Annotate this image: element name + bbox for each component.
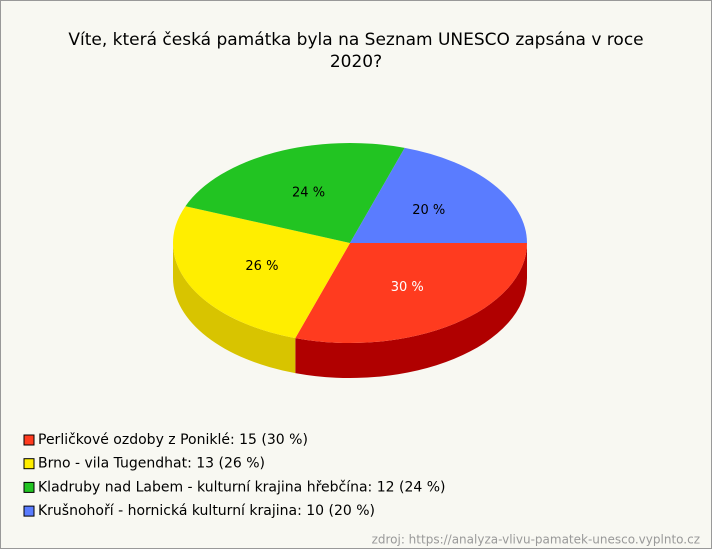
legend-swatch (23, 458, 35, 470)
slice-side (295, 243, 527, 378)
legend-swatch (23, 481, 35, 493)
source: zdroj: https://analyza-vlivu-pamatek-une… (372, 533, 700, 547)
slice (295, 243, 527, 343)
slice (350, 147, 527, 243)
slice (185, 143, 405, 243)
legend-swatch (23, 434, 35, 446)
chart-title: 2020? (330, 52, 382, 72)
data-label: 26 % (245, 259, 278, 274)
legend-label: Brno - vila Tugendhat: 13 (26 %) (38, 456, 265, 472)
data-label: 20 % (412, 203, 445, 218)
legend-swatch (23, 505, 35, 517)
chart-title: Víte, která česká památka byla na Seznam… (68, 30, 643, 50)
data-label: 24 % (292, 186, 325, 201)
slice (172, 206, 350, 339)
legend-label: Kladruby nad Labem - kulturní krajina hř… (38, 479, 445, 495)
legend-label: Perličkové ozdoby z Poniklé: 15 (30 %) (38, 432, 308, 448)
legend-label: Krušnohoří - hornická kulturní krajina: … (38, 503, 375, 519)
data-label: 30 % (391, 280, 424, 295)
slice-side (173, 243, 296, 374)
